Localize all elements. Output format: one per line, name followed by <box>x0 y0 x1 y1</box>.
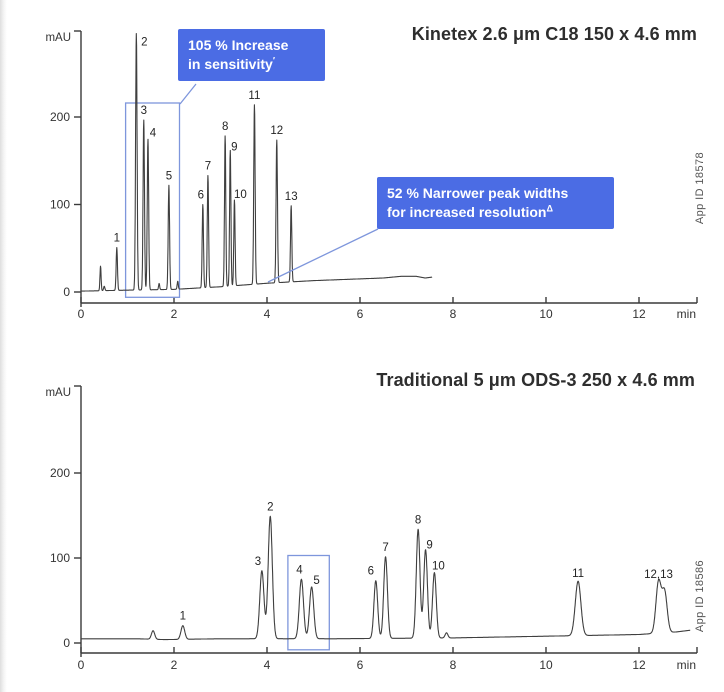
kinetex-axes <box>74 30 698 307</box>
kinetex-peak-label-1: 1 <box>114 233 120 245</box>
sensitivity-callout-line2: in sensitivity′ <box>188 55 315 74</box>
traditional-peak-label-11: 11 <box>572 568 584 580</box>
kinetex-x-tick-label: 8 <box>450 307 457 321</box>
traditional-peak-label-5: 5 <box>313 575 319 587</box>
traditional-peak-label-4: 4 <box>296 564 303 576</box>
kinetex-y-tick-label: 200 <box>50 110 70 124</box>
traditional-y-tick-label: 0 <box>63 636 70 650</box>
traditional-y-tick-label: 200 <box>50 466 70 480</box>
kinetex-y-tick-label: 0 <box>63 285 70 299</box>
kinetex-peak-label-10: 10 <box>234 189 247 201</box>
sensitivity-callout: 105 % Increase in sensitivity′ <box>178 29 325 82</box>
traditional-x-tick-label: 8 <box>450 658 457 672</box>
kinetex-trace <box>80 33 433 292</box>
resolution-footnote-marker: Δ <box>546 202 553 213</box>
traditional-trace <box>80 515 691 641</box>
kinetex-peak-label-5: 5 <box>166 170 172 182</box>
sensitivity-footnote-marker: ′ <box>272 54 275 65</box>
traditional-x-tick-label: 6 <box>357 658 364 672</box>
traditional-axes <box>74 385 698 657</box>
traditional-chart-title: Traditional 5 μm ODS-3 250 x 4.6 mm <box>376 370 695 390</box>
kinetex-y-tick-label: 100 <box>50 198 70 212</box>
traditional-x-tick-label: 12 <box>632 658 646 672</box>
kinetex-y-unit-label: mAU <box>45 32 71 44</box>
kinetex-x-tick-label: 4 <box>264 307 271 321</box>
traditional-peak-label-2: 2 <box>267 501 273 513</box>
kinetex-peak-label-8: 8 <box>222 121 228 133</box>
traditional-x-tick-label: 10 <box>539 658 553 672</box>
traditional-y-tick-label: 100 <box>50 551 70 565</box>
callout-connector-lines <box>179 83 379 283</box>
kinetex-peak-label-9: 9 <box>231 141 237 153</box>
kinetex-peak-label-4: 4 <box>150 127 157 139</box>
traditional-highlight-rect <box>287 554 330 651</box>
traditional-peak-label-12,13: 12,13 <box>644 569 673 581</box>
traditional-y-unit-label: mAU <box>45 387 71 399</box>
traditional-peak-label-1: 1 <box>180 611 186 623</box>
kinetex-peak-label-2: 2 <box>141 37 147 49</box>
resolution-callout-line1: 52 % Narrower peak widths <box>387 185 569 201</box>
sensitivity-callout-line1: 105 % Increase <box>188 37 289 53</box>
kinetex-x-unit-label: min <box>677 307 696 321</box>
traditional-peak-label-7: 7 <box>382 542 388 554</box>
kinetex-x-tick-label: 0 <box>78 307 85 321</box>
kinetex-highlight-rect <box>124 102 181 298</box>
kinetex-peak-label-6: 6 <box>198 190 204 202</box>
sensitivity-callout-line2-text: in sensitivity <box>188 55 273 72</box>
kinetex-peak-label-11: 11 <box>248 90 260 102</box>
traditional-peak-label-9: 9 <box>426 540 432 552</box>
traditional-x-tick-label: 2 <box>171 658 178 672</box>
page-edge-shadow <box>0 0 7 692</box>
traditional-peak-labels: 1 3 2 45 67 8 910 11 12,13 <box>180 501 673 622</box>
kinetex-chart-title: Kinetex 2.6 μm C18 150 x 4.6 mm <box>411 24 697 44</box>
kinetex-x-tick-label: 2 <box>171 307 178 321</box>
traditional-peak-label-3: 3 <box>255 556 261 568</box>
traditional-peak-label-8: 8 <box>415 514 421 526</box>
traditional-x-tick-label: 0 <box>78 658 85 672</box>
resolution-callout: 52 % Narrower peak widths for increased … <box>377 177 614 230</box>
kinetex-x-tick-label: 12 <box>632 307 646 321</box>
app-id-label-bottom: App ID 18586 <box>694 560 706 633</box>
kinetex-peak-label-7: 7 <box>205 161 211 173</box>
kinetex-peak-label-13: 13 <box>285 191 298 203</box>
traditional-x-tick-label: 4 <box>264 658 271 672</box>
kinetex-peak-label-12: 12 <box>270 125 283 137</box>
resolution-callout-line2-text: for increased resolution <box>387 203 547 220</box>
kinetex-x-tick-label: 6 <box>357 307 364 321</box>
app-id-label-top: App ID 18578 <box>694 152 706 225</box>
kinetex-x-tick-label: 10 <box>539 307 553 321</box>
traditional-peak-label-6: 6 <box>368 566 374 578</box>
traditional-x-unit-label: min <box>677 658 696 672</box>
resolution-callout-line2: for increased resolutionΔ <box>387 203 604 222</box>
kinetex-peak-label-3: 3 <box>141 105 147 117</box>
traditional-peak-label-10: 10 <box>432 561 445 573</box>
